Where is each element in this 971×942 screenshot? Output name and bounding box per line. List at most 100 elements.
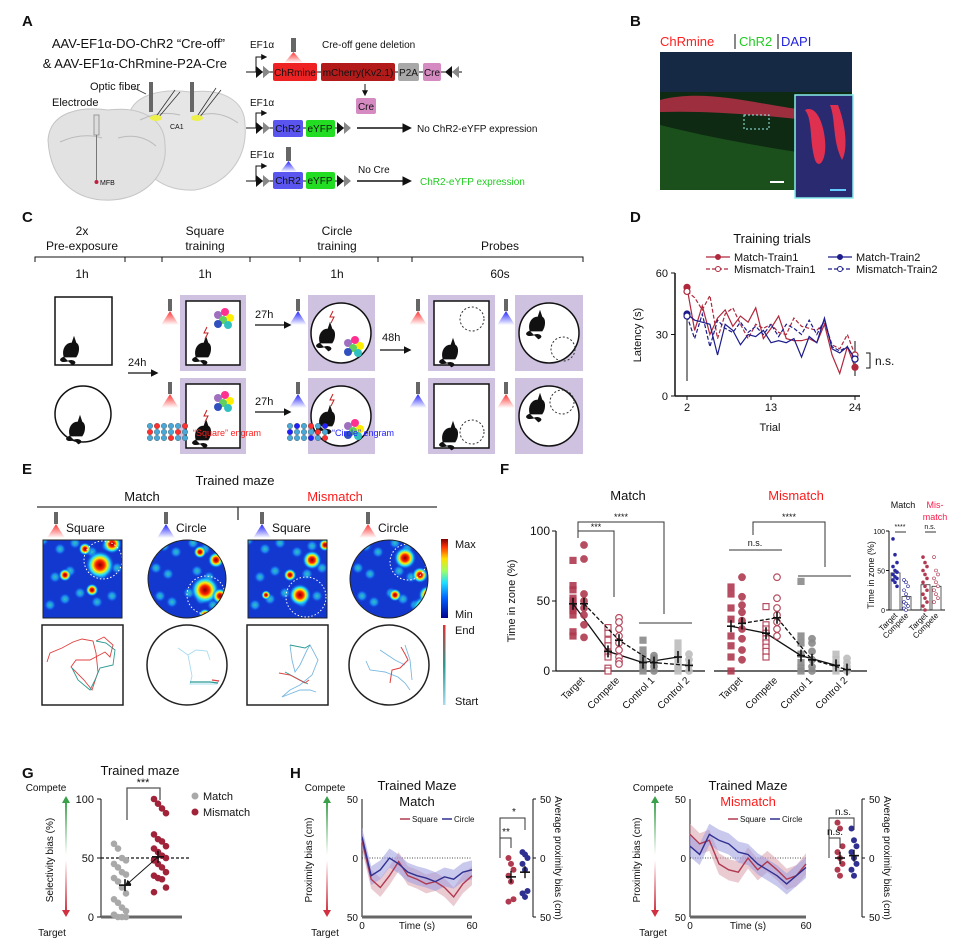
mfb-target-dot (94, 180, 99, 184)
y-tick-label: 0 (881, 608, 885, 615)
significance-bracket (126, 787, 161, 820)
engram-cell-icon (356, 425, 364, 433)
inset-title-mismatch-2: match (923, 512, 948, 522)
engram-cell-icon (344, 339, 352, 347)
heatmap-hotspot (212, 588, 226, 604)
optic-fiber-icon (416, 382, 420, 394)
x-tick-label: 24 (849, 402, 861, 414)
average-data-point (839, 860, 846, 867)
y-tick-label: 0 (543, 664, 550, 678)
engram-cell-icon (322, 429, 328, 435)
data-point (904, 592, 908, 597)
x-tick-label: 60 (466, 921, 478, 932)
data-point (122, 907, 130, 915)
data-point-circle (808, 667, 816, 675)
panel-a: AAV-EF1α-DO-ChR2 “Cre-off” & AAV-EF1α-Ch… (43, 36, 537, 201)
chart-subtitle: Mismatch (720, 794, 776, 809)
category-label: Compete (744, 675, 781, 712)
heatmap-blob (249, 599, 261, 611)
ca1-label: CA1 (170, 124, 184, 131)
target-arrow-icon (65, 860, 67, 912)
stage-3-duration: 1h (330, 267, 343, 281)
data-point-square (727, 632, 735, 640)
mean-line (572, 603, 679, 664)
engram-cell-icon (322, 423, 328, 429)
data-point (122, 857, 130, 864)
heatmap-hotspot (193, 545, 207, 559)
engram-cell-icon (224, 404, 232, 412)
arrow-down-icon (651, 910, 659, 917)
heatmap-blob (74, 587, 86, 599)
delay-48h: 48h (382, 332, 400, 344)
optic-fiber-label: Optic fiber (90, 81, 140, 93)
engram-cell-icon (154, 429, 160, 435)
significance-label: n.s. (827, 827, 843, 838)
significance-label: n.s. (835, 807, 851, 818)
mouse-icon (526, 392, 546, 423)
y-axis-label: Time in zone (%) (506, 560, 518, 643)
promoter-label-3: EF1α (250, 150, 274, 161)
data-point (150, 888, 158, 896)
data-point-circle (738, 573, 746, 582)
heatmap-border (349, 539, 429, 619)
heatmap-hotspot (78, 542, 92, 556)
optic-fiber-icon (296, 382, 300, 394)
data-point (925, 576, 929, 581)
y-tick-label: 0 (88, 912, 94, 924)
arrow-up-icon (62, 796, 70, 803)
heatmap-blob (291, 546, 303, 558)
data-point-square (639, 636, 647, 644)
cre-off-deletion-label: Cre-off gene deletion (322, 40, 415, 51)
average-data-point (851, 872, 857, 879)
mismatch-header: Mismatch (307, 489, 363, 504)
data-point-square (569, 611, 577, 619)
data-point-square (727, 583, 735, 591)
heatmap-blob (350, 540, 360, 546)
engram-cell-icon (175, 429, 181, 435)
data-point-square (727, 667, 735, 675)
average-data-point (837, 825, 843, 832)
maze-schematics (54, 295, 583, 454)
y-tick-label: 50 (537, 594, 551, 608)
data-point (158, 838, 166, 845)
significance-bracket (500, 837, 512, 848)
significance-label: n.s. (875, 354, 894, 368)
data-point-square (727, 604, 735, 612)
fiber-icon-red (291, 38, 296, 52)
average-data-point (837, 872, 843, 879)
heatmap-hotspot (102, 540, 122, 554)
y-tick-label: 50 (347, 795, 359, 806)
heatmap-hotspot (412, 595, 428, 618)
trained-maze-header: Trained maze (196, 473, 275, 488)
column-label-0: Square (66, 521, 105, 535)
brain-illustration: Optic fiber Electrode CA1 MFB (47, 81, 246, 201)
optic-fiber-icon (504, 299, 508, 311)
delay-27h-2: 27h (255, 396, 273, 408)
y-tick-label: 0 (662, 391, 668, 403)
chr2-gene-label: ChR2 (275, 124, 301, 135)
average-data-point (505, 855, 512, 861)
data-point (923, 596, 927, 600)
average-data-point (848, 825, 855, 832)
engram-cell-icon (221, 391, 229, 399)
average-data-point (524, 888, 531, 895)
engram-cell-icon (315, 435, 321, 441)
engram-cell-icon (354, 432, 362, 440)
mouse-icon (60, 335, 80, 366)
inset-title-mismatch-1: Mis- (927, 500, 944, 510)
data-point (932, 600, 936, 604)
heatmap-hotspot (302, 550, 322, 570)
panel-c-protocol: 2x Pre-exposure Square training Circle t… (34, 224, 584, 454)
legend-marker (191, 808, 199, 816)
data-point-circle (808, 647, 816, 656)
engram-cell-icon (214, 403, 222, 411)
target-label: Target (38, 928, 66, 939)
heatmap-blob (44, 599, 56, 611)
data-point-circle (773, 573, 781, 582)
data-point-circle (615, 660, 623, 668)
data-point (932, 588, 936, 593)
right-y-tick-label: 0 (869, 854, 875, 865)
legend-label: Circle (782, 815, 803, 824)
column-headers: Square Circle Square Circle (47, 512, 409, 538)
data-point (893, 580, 897, 585)
